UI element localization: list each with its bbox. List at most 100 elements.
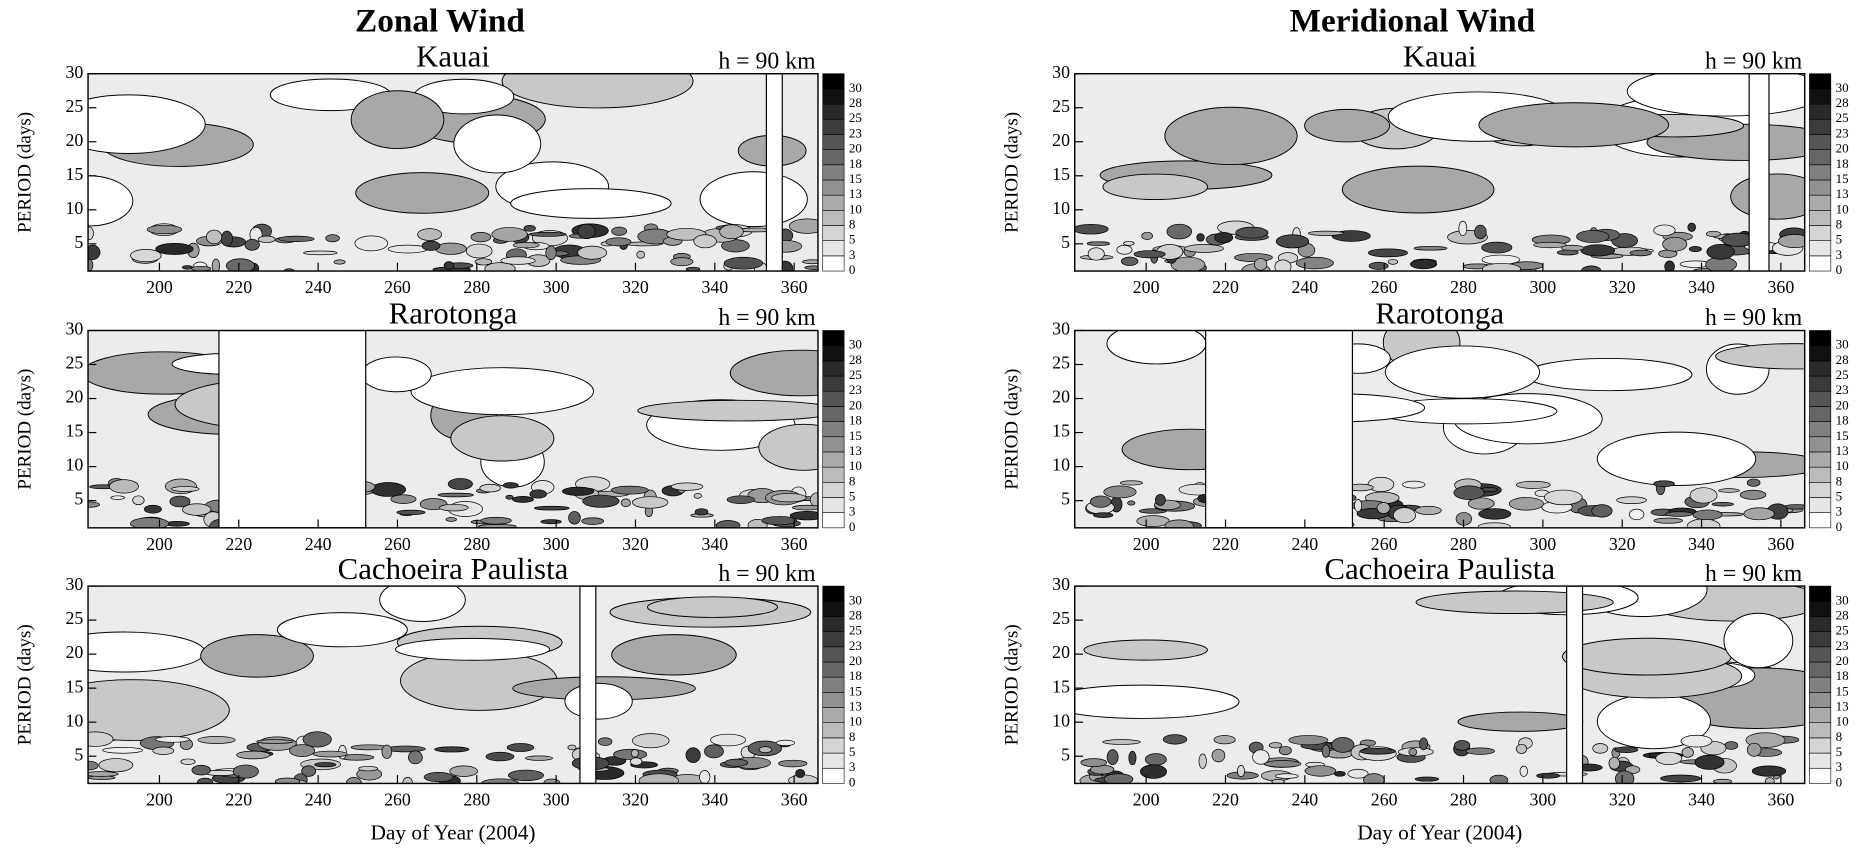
- contour-region: [1213, 735, 1236, 745]
- colorbar-swatch: [1809, 752, 1832, 769]
- contour-region: [704, 744, 724, 759]
- contour-region: [775, 739, 795, 746]
- x-tick-label: 300: [543, 277, 570, 297]
- y-tick-label: 5: [1061, 232, 1070, 252]
- column-title: Zonal Wind: [355, 2, 525, 39]
- colorbar-tick-label: 20: [849, 397, 863, 412]
- x-tick-label: 240: [1291, 277, 1318, 297]
- contour-region: [778, 759, 808, 768]
- x-axis-label: Day of Year (2004): [370, 820, 535, 844]
- colorbar-tick-label: 5: [1836, 488, 1843, 503]
- contour-region: [1746, 478, 1761, 487]
- x-tick-label: 300: [1529, 277, 1556, 297]
- contour-region: [1465, 747, 1495, 755]
- panel-title: Kauai: [1403, 39, 1477, 74]
- contour-region: [795, 768, 806, 778]
- contour-region: [1144, 753, 1167, 766]
- x-tick-label: 260: [384, 789, 411, 809]
- contour-region: [605, 237, 632, 247]
- colorbar-tick-label: 30: [1836, 80, 1850, 95]
- contour-region: [1106, 330, 1207, 365]
- contour-region: [180, 758, 196, 765]
- colorbar-tick-label: 25: [849, 110, 863, 125]
- colorbar-tick-label: 20: [1836, 141, 1850, 156]
- colorbar-swatch: [1809, 164, 1832, 181]
- y-tick-label: 30: [65, 319, 83, 339]
- contour-region: [699, 770, 711, 784]
- colorbar-swatch: [1809, 330, 1832, 346]
- colorbar-swatch: [1809, 616, 1832, 632]
- x-tick-label: 340: [1688, 277, 1715, 297]
- contour-region: [1664, 260, 1675, 272]
- contour-region: [1715, 343, 1805, 370]
- colorbar-swatch: [1809, 194, 1832, 211]
- contour-region: [540, 519, 562, 525]
- colorbar-swatch: [1809, 134, 1832, 150]
- contour-region: [211, 258, 221, 272]
- colorbar-tick-label: 8: [849, 473, 856, 488]
- contour-region: [1106, 749, 1119, 765]
- x-tick-label: 280: [1450, 534, 1477, 554]
- colorbar-tick-label: 3: [1836, 247, 1843, 262]
- x-tick-label: 340: [1688, 534, 1715, 554]
- contour-region: [1102, 173, 1208, 201]
- colorbar-tick-label: 10: [849, 714, 863, 729]
- colorbar-swatch: [822, 767, 845, 784]
- contour-region: [491, 227, 528, 242]
- contour-region: [1164, 106, 1298, 166]
- colorbar-tick-label: 5: [849, 744, 856, 759]
- colorbar-tick-label: 23: [849, 382, 863, 397]
- contour-region: [1415, 505, 1442, 515]
- contour-region: [1387, 258, 1399, 265]
- x-tick-label: 320: [622, 277, 649, 297]
- x-tick-label: 220: [1212, 789, 1239, 809]
- contour-region: [1777, 234, 1805, 248]
- colorbar-tick-label: 20: [1836, 653, 1850, 668]
- x-tick-label: 320: [622, 534, 649, 554]
- contour-region: [394, 637, 551, 661]
- colorbar-tick-label: 5: [1836, 232, 1843, 247]
- contour-region: [1307, 230, 1345, 236]
- contour-region: [620, 498, 631, 508]
- contour-region: [1278, 745, 1292, 756]
- contour-region: [1689, 487, 1718, 504]
- y-tick-label: 20: [65, 130, 83, 150]
- colorbar-swatch: [1809, 345, 1832, 362]
- contour-region: [1687, 222, 1696, 232]
- contour-region: [190, 265, 212, 272]
- contour-region: [771, 493, 807, 503]
- colorbar-swatch: [822, 466, 845, 483]
- contour-region: [169, 495, 191, 508]
- y-tick-label: 30: [1052, 319, 1070, 339]
- contour-region: [1743, 507, 1775, 521]
- contour-region: [1235, 226, 1269, 239]
- colorbar-tick-label: 28: [849, 607, 863, 622]
- colorbar-tick-label: 0: [849, 262, 856, 277]
- x-tick-label: 340: [701, 277, 728, 297]
- data-gap: [1205, 330, 1354, 528]
- y-tick-label: 20: [65, 642, 83, 662]
- contour-region: [1713, 778, 1733, 784]
- contour-region: [647, 596, 779, 618]
- colorbar-tick-label: 10: [849, 458, 863, 473]
- contour-region: [1102, 739, 1141, 745]
- contour-field: [88, 73, 818, 272]
- contour-region: [447, 478, 473, 490]
- contour-region: [562, 486, 595, 496]
- contour-region: [1341, 165, 1495, 214]
- x-tick-label: 300: [1529, 534, 1556, 554]
- contour-region: [568, 511, 581, 525]
- colorbar-swatch: [1809, 406, 1832, 422]
- contour-region: [1478, 102, 1670, 148]
- contour-region: [1334, 771, 1346, 777]
- contour-region: [1481, 263, 1522, 272]
- contour-region: [443, 261, 455, 270]
- y-axis-label: PERIOD (days): [15, 112, 36, 233]
- contour-region: [1274, 259, 1292, 272]
- contour-region: [479, 483, 501, 493]
- contour-region: [613, 748, 648, 760]
- contour-region: [632, 733, 670, 749]
- contour-region: [88, 501, 100, 508]
- panel-title: Cachoeira Paulista: [1324, 551, 1555, 586]
- x-tick-label: 200: [1133, 277, 1160, 297]
